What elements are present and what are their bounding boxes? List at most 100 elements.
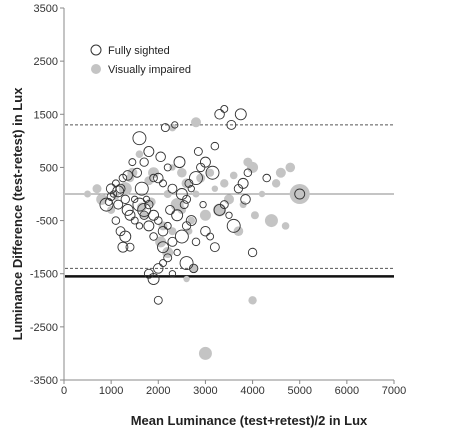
fully-sighted-point (119, 230, 132, 243)
fully-sighted-point (188, 263, 199, 274)
axes: 0 1000 2000 3000 4000 5000 6000 7000 3500 2500 150… (30, 3, 406, 397)
fully-sighted-point (174, 229, 189, 244)
x-tick-label: 1000 (99, 385, 123, 397)
visually-impaired-point (250, 211, 259, 220)
fully-sighted-point (193, 147, 203, 156)
visually-impaired-point (188, 263, 199, 274)
fully-sighted-point (131, 195, 139, 203)
fully-sighted-point (121, 203, 134, 216)
fully-sighted-point (109, 190, 118, 198)
legend: Fully sighted Visually impaired (90, 44, 191, 76)
fully-sighted-point (243, 168, 253, 177)
visually-impaired-point (92, 184, 102, 194)
x-tick-label: 3000 (193, 385, 217, 397)
fully-sighted-point (206, 232, 215, 241)
visually-impaired-point (233, 226, 244, 236)
fully-sighted-point (130, 216, 139, 225)
fully-sighted-point (219, 200, 229, 210)
visually-impaired-point (213, 203, 227, 217)
fully-sighted-point (132, 131, 147, 146)
fully-sighted-point (213, 203, 226, 216)
visually-impaired-point (258, 190, 266, 198)
fully-sighted-point (220, 105, 229, 113)
fully-sighted-point (199, 200, 207, 209)
x-tick-label: 7000 (382, 385, 406, 397)
fully-sighted-point (128, 158, 137, 167)
y-tick-label: -1500 (30, 269, 58, 281)
fully-sighted-point (200, 225, 211, 237)
fully-sighted-point (157, 225, 169, 237)
fully-sighted-point (191, 237, 201, 247)
legend-visually-impaired-label: Visually impaired (108, 64, 191, 76)
fully-sighted-point (167, 236, 178, 247)
fully-sighted-point (122, 170, 133, 181)
y-tick-label: 1500 (34, 109, 58, 121)
visually-impaired-point (264, 214, 278, 228)
fully-sighted-point (159, 179, 167, 188)
fully-sighted-point (149, 232, 158, 241)
fully-sighted-point (247, 247, 258, 258)
fully-sighted-point (144, 199, 154, 210)
fully-sighted-point (134, 181, 149, 196)
fully-sighted-point (137, 202, 152, 217)
y-tick-label: -500 (36, 216, 58, 228)
fully-sighted-point (135, 222, 144, 230)
x-tick-label: 2000 (146, 385, 170, 397)
fully-sighted-point (104, 198, 113, 206)
fully-sighted-point (234, 108, 247, 121)
visually-impaired-point (183, 275, 190, 283)
visually-impaired-point (275, 167, 286, 178)
visually-impaired-point (187, 216, 196, 225)
fully-sighted-point (179, 256, 194, 271)
plot-area (65, 105, 394, 360)
x-axis-title: Mean Luminance (test+retest)/2 in Lux (131, 413, 368, 428)
fully-sighted-point (139, 157, 149, 167)
fully-sighted-point (187, 185, 195, 193)
fully-sighted-point (125, 242, 135, 252)
visually-impaired-point (192, 190, 200, 198)
visually-impaired-point (206, 168, 215, 177)
fully-sighted-point (226, 218, 241, 233)
fully-sighted-point (143, 220, 155, 232)
x-tick-label: 0 (61, 385, 67, 397)
x-tick-label: 4000 (240, 385, 264, 397)
fully-sighted-point (160, 123, 170, 133)
fully-sighted-point (159, 259, 167, 268)
fully-sighted-point (112, 185, 125, 198)
fully-sighted-point (117, 241, 129, 253)
visually-impaired-point (285, 162, 296, 173)
visually-impaired-point (168, 227, 177, 236)
fully-sighted-point (149, 173, 158, 183)
x-tick-label: 6000 (335, 385, 359, 397)
fully-sighted-point (163, 253, 173, 263)
fully-sighted-point (153, 295, 163, 305)
visually-impaired-point (196, 173, 206, 183)
y-axis-title: Luminance Difference (test-retest) in Lu… (10, 87, 25, 341)
fully-sighted-point (173, 248, 181, 257)
fully-sighted-point (153, 172, 164, 184)
fully-sighted-point (132, 197, 147, 212)
visually-impaired-point (140, 211, 148, 219)
visually-impaired-point (84, 190, 92, 198)
visually-impaired-point (289, 184, 310, 204)
visually-impaired-point (248, 296, 257, 305)
visually-impaired-point (271, 179, 281, 188)
fully-sighted-point (153, 263, 164, 274)
legend-fully-sighted-label: Fully sighted (108, 45, 170, 57)
visually-impaired-point (96, 193, 108, 205)
fully-sighted-point (157, 241, 169, 254)
fully-sighted-point (199, 156, 211, 168)
fully-sighted-point (240, 194, 251, 205)
visually-impaired-point (220, 179, 229, 188)
fully-sighted-point (173, 156, 186, 169)
fully-sighted-point (179, 200, 189, 210)
fully-sighted-point (113, 199, 124, 210)
fully-sighted-point (99, 197, 114, 212)
visually-impaired-point (135, 150, 144, 158)
visually-impaired-point (281, 222, 290, 230)
fully-sighted-point (143, 146, 155, 157)
fully-sighted-point (105, 183, 117, 194)
visually-impaired-point (199, 209, 211, 221)
fully-sighted-point (237, 177, 249, 189)
visually-impaired-point (177, 205, 187, 215)
